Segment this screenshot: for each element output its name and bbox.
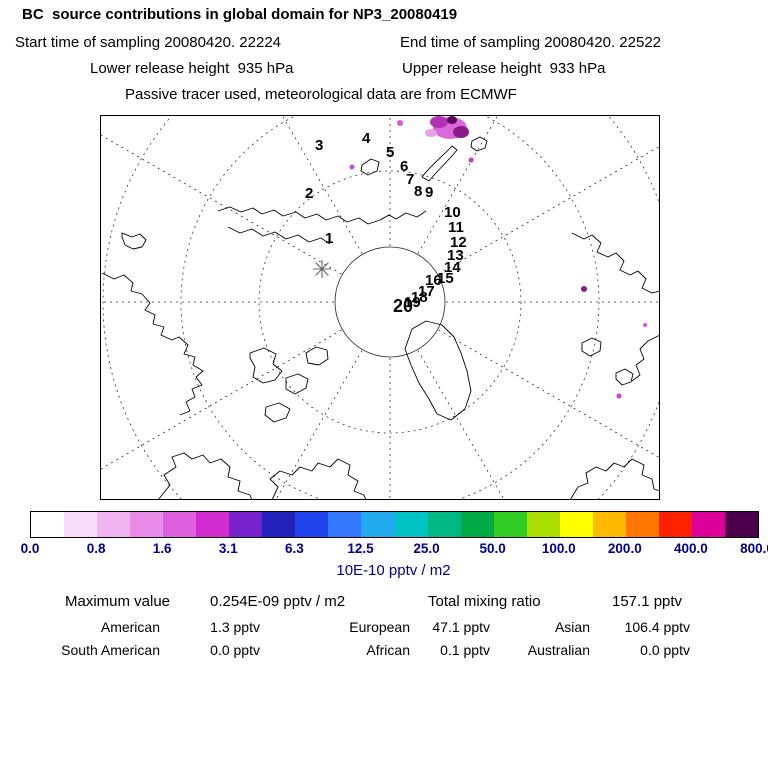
- colorbar-segment: [691, 512, 725, 537]
- colorbar-segment: [724, 512, 759, 537]
- colorbar-segment: [361, 512, 395, 537]
- upper-release-text: Upper release height 933 hPa: [402, 60, 606, 77]
- trajectory-point-label: 5: [386, 144, 394, 161]
- total-mixing-ratio-label: Total mixing ratio: [428, 593, 541, 610]
- tracer-note-text: Passive tracer used, meteorological data…: [125, 86, 517, 103]
- colorbar-segment: [295, 512, 329, 537]
- colorbar-segment: [130, 512, 164, 537]
- start-time-text: Start time of sampling 20080420. 22224: [15, 34, 282, 51]
- colorbar-segment: [64, 512, 98, 537]
- graticule: [100, 115, 660, 500]
- trajectory-point-label: 7: [406, 171, 414, 188]
- end-time-text: End time of sampling 20080420. 22522: [400, 34, 662, 51]
- graticule-meridian: [275, 350, 363, 500]
- region-value: 47.1 pptv: [432, 619, 490, 635]
- colorbar-units-label: 10E-10 pptv / m2: [336, 562, 451, 579]
- colorbar-segment: [229, 512, 263, 537]
- trajectory-point-label: 3: [315, 137, 323, 154]
- region-label: South American: [61, 642, 160, 658]
- colorbar-segment: [592, 512, 626, 537]
- trajectory-point-label: 16: [425, 272, 442, 289]
- trajectory-point-label: 12: [450, 234, 467, 251]
- total-mixing-ratio-value: 157.1 pptv: [612, 593, 683, 610]
- graticule-meridian: [438, 145, 660, 275]
- map-panel: 1 2 3 4 5 6 7 8 9 10 11 12 13 14 15 16 17 18 19 20: [100, 115, 660, 500]
- colorbar-tick-label: 3.1: [218, 541, 238, 556]
- map-border: [100, 115, 660, 500]
- plot-title: BC source contributions in global domain…: [22, 6, 458, 23]
- graticule-meridian: [100, 134, 342, 275]
- trajectory-point-label: 9: [425, 184, 433, 201]
- region-label: African: [366, 642, 410, 658]
- trajectory-point-label: 18: [411, 289, 428, 306]
- trajectory-point-label: 20: [393, 296, 413, 316]
- region-label: American: [100, 619, 160, 635]
- colorbar-tick-label: 0.0: [20, 541, 40, 556]
- graticule-meridian: [438, 329, 660, 459]
- colorbar-tick-label: 1.6: [152, 541, 172, 556]
- region-label: Asian: [554, 619, 590, 635]
- colorbar-segment: [262, 512, 296, 537]
- trajectory-point-label: 6: [400, 158, 408, 175]
- colorbar-segment: [31, 512, 65, 537]
- region-value: 0.1 pptv: [440, 642, 490, 658]
- region-value: 1.3 pptv: [210, 619, 260, 635]
- colorbar-tick-label: 100.0: [541, 541, 576, 556]
- colorbar-segment: [427, 512, 461, 537]
- colorbar-tick-label: 6.3: [284, 541, 304, 556]
- colorbar-tick-label: 50.0: [479, 541, 506, 556]
- colorbar-segment: [526, 512, 560, 537]
- graticule-meridian: [100, 329, 342, 470]
- colorbar-tick-label: 25.0: [413, 541, 440, 556]
- colorbar-segment: [460, 512, 494, 537]
- contributions-table: American 1.3 pptv European 47.1 pptv Asi…: [10, 616, 690, 662]
- trajectory-point-label: 2: [305, 185, 313, 202]
- graticule-meridians: [100, 115, 660, 500]
- graticule-meridian: [281, 115, 363, 254]
- colorbar-segment: [394, 512, 428, 537]
- region-label: European: [349, 619, 410, 635]
- colorbar-tick-label: 400.0: [674, 541, 708, 556]
- trajectory-point-label: 13: [447, 247, 464, 264]
- colorbar-segment: [658, 512, 692, 537]
- trajectory-point-label: 11: [448, 219, 464, 236]
- trajectory-point-label: 8: [414, 183, 422, 200]
- trajectory-point-label: 17: [418, 283, 435, 300]
- release-site-marker: [313, 260, 331, 278]
- colorbar-tick-labels: 0.0 0.8 1.6 3.1 6.3 12.5 25.0 50.0 100.0 200.0 400…: [21, 541, 768, 559]
- concentration-patches: [349, 116, 647, 399]
- trajectory-point-label: 19: [404, 294, 421, 311]
- region-label: Australian: [527, 642, 590, 658]
- trajectory-point-label: 14: [444, 259, 461, 276]
- region-value: 106.4 pptv: [624, 619, 690, 635]
- colorbar-tick-label: 200.0: [607, 541, 642, 556]
- trajectory-point-label: 1: [325, 230, 333, 247]
- region-value: 0.0 pptv: [640, 642, 690, 658]
- lower-release-text: Lower release height 935 hPa: [90, 60, 294, 77]
- colorbar: [30, 511, 759, 538]
- maximum-value-label: Maximum value: [65, 593, 171, 610]
- trajectory-point-label: 10: [444, 204, 461, 221]
- colorbar-segment: [196, 512, 230, 537]
- colorbar-segment: [328, 512, 362, 537]
- colorbar-tick-label: 0.8: [86, 541, 106, 556]
- coastlines: [101, 136, 660, 500]
- maximum-value: 0.254E-09 pptv / m2: [210, 593, 346, 610]
- trajectory-point-label: 4: [362, 130, 371, 147]
- graticule-meridian: [417, 350, 505, 500]
- colorbar-tick-label: 800.0: [740, 541, 768, 556]
- region-value: 0.0 pptv: [210, 642, 260, 658]
- colorbar-segment: [163, 512, 197, 537]
- colorbar-tick-label: 12.5: [347, 541, 374, 556]
- colorbar-segment: [97, 512, 131, 537]
- colorbar-segment: [493, 512, 527, 537]
- colorbar-segment: [559, 512, 593, 537]
- trajectory-point-label: 15: [437, 270, 454, 287]
- colorbar-segment: [625, 512, 659, 537]
